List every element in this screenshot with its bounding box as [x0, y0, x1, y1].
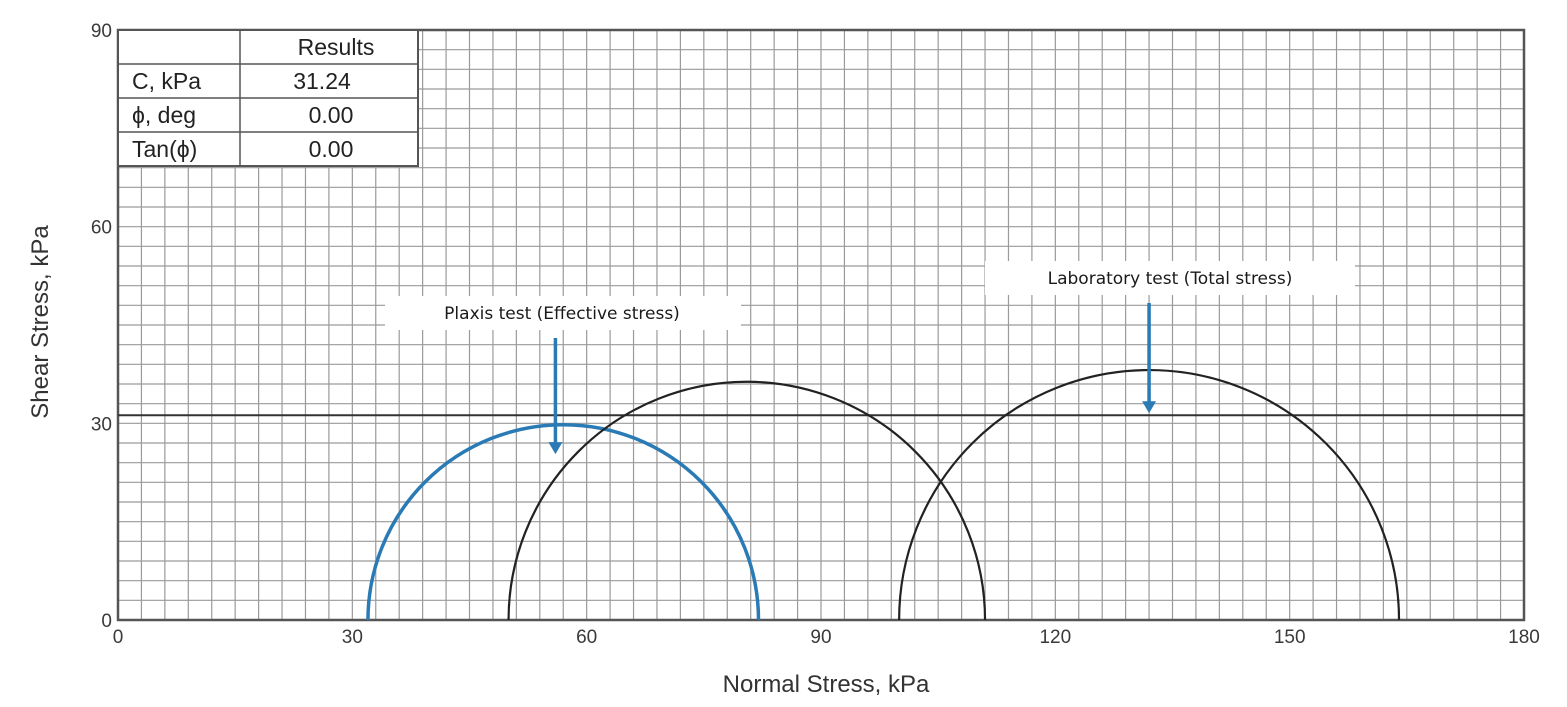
annotation-box — [985, 261, 1355, 295]
x-tick-label: 30 — [342, 627, 363, 648]
annotation-label: Laboratory test (Total stress) — [1048, 269, 1293, 289]
annotation-label: Plaxis test (Effective stress) — [444, 304, 680, 324]
x-tick-label: 0 — [113, 627, 124, 648]
annotation-arrow-head — [1142, 401, 1157, 414]
y-tick-label: 30 — [91, 414, 112, 435]
mohr-circle-2 — [507, 381, 987, 621]
x-axis-title: Normal Stress, kPa — [723, 671, 930, 698]
ticks: 0 30 60 90 120 150 180 0 30 60 90 — [91, 21, 1540, 648]
table-row-label: Tan(ϕ) — [132, 136, 197, 162]
table-header: Results — [298, 34, 375, 60]
mohr-circles — [366, 369, 1401, 621]
plot-frame — [116, 28, 1526, 622]
mohr-circle-1 — [366, 423, 761, 621]
table-row-label: ϕ, deg — [132, 102, 196, 128]
x-tick-label: 120 — [1039, 627, 1071, 648]
x-tick-label: 60 — [576, 627, 597, 648]
annotation-arrow-head — [548, 442, 563, 455]
table-row-value: 0.00 — [309, 136, 354, 162]
x-tick-label: 90 — [810, 627, 831, 648]
table-row-value: 31.24 — [293, 68, 351, 94]
table-row-label: C, kPa — [132, 68, 201, 94]
results-table: Results C, kPa 31.24 ϕ, deg 0.00 Tan(ϕ) 0.00 — [117, 29, 419, 167]
y-tick-label: 0 — [101, 611, 112, 632]
x-tick-label: 180 — [1508, 627, 1540, 648]
x-tick-label: 150 — [1274, 627, 1306, 648]
y-tick-label: 60 — [91, 218, 112, 239]
annotations: Plaxis test (Effective stress) Laboratory… — [385, 261, 1355, 455]
y-axis-title: Shear Stress, kPa — [27, 225, 54, 419]
table-row-value: 0.00 — [309, 102, 354, 128]
y-tick-label: 90 — [91, 21, 112, 42]
annotation-box — [385, 296, 741, 330]
